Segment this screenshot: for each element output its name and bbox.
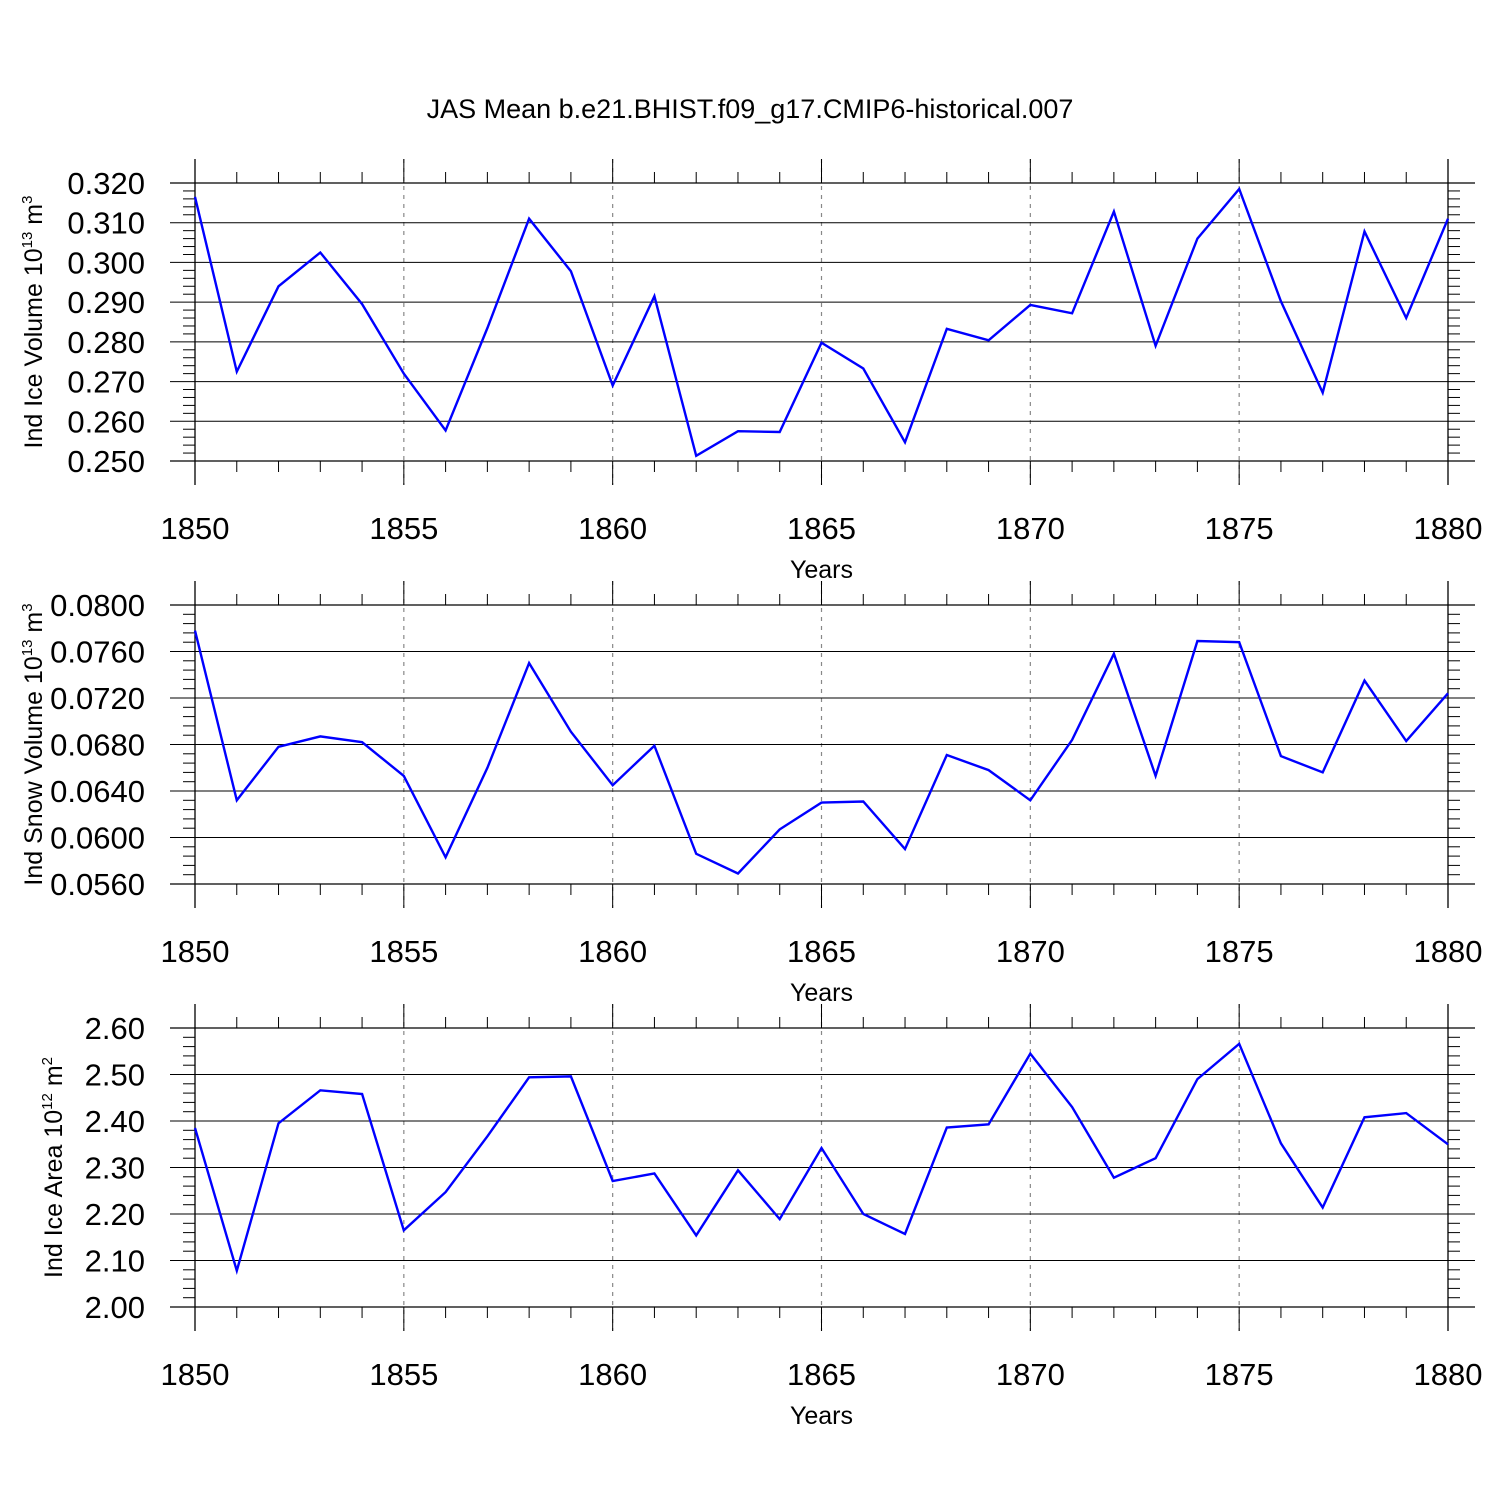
y-tick-label: 2.30 xyxy=(85,1151,145,1186)
series-line xyxy=(193,1041,1449,1276)
x-tick-label: 1875 xyxy=(1205,511,1274,546)
y-tick-label: 0.0600 xyxy=(50,821,145,856)
y-tick-label: 0.250 xyxy=(67,444,145,479)
y-tick-label: 2.10 xyxy=(85,1244,145,1279)
y-axis-title: Ind Ice Area 1012 m2 xyxy=(39,1057,68,1278)
series-line xyxy=(193,186,1450,458)
x-tick-label: 1860 xyxy=(578,511,647,546)
x-tick-label: 1860 xyxy=(578,1357,647,1392)
y-tick-label: 2.00 xyxy=(85,1290,145,1325)
x-tick-label: 1870 xyxy=(996,1357,1065,1392)
x-tick-label: 1850 xyxy=(161,934,230,969)
chart-panel-1: 0.250 0.260 0.270 0.280 0.290 0.300 0.310 0.320… xyxy=(19,159,1482,584)
y-axis-title: Ind Snow Volume 1013 m3 xyxy=(19,603,48,885)
x-tick-label: 1880 xyxy=(1414,1357,1483,1392)
y-tick-label: 2.50 xyxy=(85,1058,145,1093)
y-tick-label: 0.0560 xyxy=(50,867,145,902)
x-tick-label: 1860 xyxy=(578,934,647,969)
x-tick-label: 1870 xyxy=(996,934,1065,969)
y-tick-label: 2.60 xyxy=(85,1011,145,1046)
x-tick-label: 1865 xyxy=(787,511,856,546)
y-tick-label: 0.0720 xyxy=(50,681,145,716)
y-tick-label: 0.320 xyxy=(67,166,145,201)
x-tick-label: 1870 xyxy=(996,511,1065,546)
y-tick-label: 0.270 xyxy=(67,365,145,400)
x-axis-title: Years xyxy=(790,556,853,584)
x-axis-title: Years xyxy=(790,979,853,1007)
x-tick-label: 1855 xyxy=(369,1357,438,1392)
x-tick-label: 1880 xyxy=(1414,934,1483,969)
y-tick-label: 0.310 xyxy=(67,206,145,241)
y-tick-label: 0.290 xyxy=(67,285,145,320)
y-tick-label: 0.0680 xyxy=(50,728,145,763)
x-tick-label: 1865 xyxy=(787,1357,856,1392)
x-axis-title: Years xyxy=(790,1402,853,1430)
x-tick-label: 1875 xyxy=(1205,934,1274,969)
x-tick-label: 1865 xyxy=(787,934,856,969)
y-tick-label: 0.0800 xyxy=(50,588,145,623)
y-tick-label: 0.260 xyxy=(67,404,145,439)
x-tick-label: 1855 xyxy=(369,511,438,546)
y-tick-label: 0.300 xyxy=(67,245,145,280)
series-line xyxy=(193,630,1449,875)
y-tick-label: 2.40 xyxy=(85,1104,145,1139)
x-tick-label: 1850 xyxy=(161,1357,230,1392)
y-tick-label: 0.280 xyxy=(67,325,145,360)
y-axis-title: Ind Ice Volume 1013 m3 xyxy=(19,196,48,449)
y-tick-label: 2.20 xyxy=(85,1197,145,1232)
y-tick-label: 0.0760 xyxy=(50,635,145,670)
figure-title: JAS Mean b.e21.BHIST.f09_g17.CMIP6-histo… xyxy=(427,94,1074,124)
x-tick-label: 1855 xyxy=(369,934,438,969)
chart-panel-2: 0.0560 0.0600 0.0640 0.0680 0.0720 0.0760 0.08… xyxy=(19,581,1482,1007)
x-tick-label: 1880 xyxy=(1414,511,1483,546)
x-tick-label: 1850 xyxy=(161,511,230,546)
x-tick-label: 1875 xyxy=(1205,1357,1274,1392)
panels: 0.250 0.260 0.270 0.280 0.290 0.300 0.310 0.320… xyxy=(19,159,1482,1430)
y-tick-label: 0.0640 xyxy=(50,774,145,809)
chart-panel-3: 2.00 2.10 2.20 2.30 2.40 2.50 2.60 1850 1855 1860… xyxy=(39,1004,1482,1430)
